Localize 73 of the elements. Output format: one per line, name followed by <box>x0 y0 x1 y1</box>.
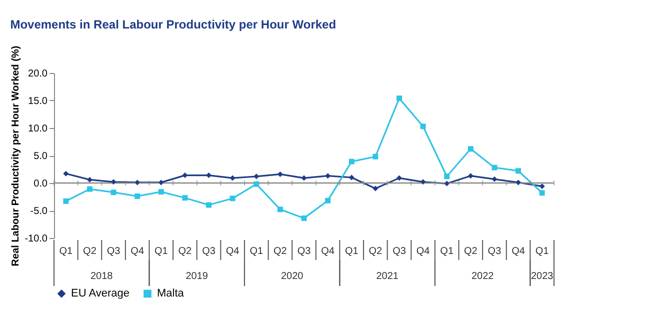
y-tick-label: 20.0 <box>28 68 48 80</box>
x-tick-label: Q2 <box>368 246 383 257</box>
point <box>134 193 140 199</box>
point <box>539 190 545 196</box>
x-tick-label: Q3 <box>297 246 312 257</box>
point <box>86 176 92 182</box>
point <box>444 174 450 180</box>
point <box>468 173 474 179</box>
text: 2021 <box>376 271 399 282</box>
x-tick-label: Q3 <box>202 246 216 257</box>
y-tick-label: -10.0 <box>24 234 48 244</box>
point <box>372 186 378 192</box>
point <box>277 171 283 177</box>
x-tick-label: Q3 <box>392 246 406 257</box>
point <box>444 180 450 186</box>
x-tick-label: Q1 <box>440 246 454 257</box>
point <box>230 196 236 202</box>
x-tick-label: Q2 <box>464 246 478 257</box>
y-tick-label: 5.0 <box>34 151 48 162</box>
point <box>63 198 69 204</box>
x-tick-label: Q4 <box>512 246 526 257</box>
point <box>348 158 354 164</box>
text: 2020 <box>280 271 304 282</box>
point <box>86 186 92 192</box>
point <box>539 184 545 190</box>
point <box>63 170 69 176</box>
point <box>301 175 307 181</box>
point <box>206 202 212 208</box>
point <box>158 189 164 195</box>
chart-title: Movements in Real Labour Productivity per Hour Worked <box>10 17 336 32</box>
point <box>372 154 378 160</box>
point <box>206 172 212 178</box>
y-tick-label: 15.0 <box>28 96 48 107</box>
x-tick-label: Q4 <box>416 246 430 257</box>
x-tick-label: Q3 <box>488 246 502 257</box>
x-tick-label: Q2 <box>83 246 97 257</box>
point <box>254 181 260 187</box>
point <box>468 146 474 152</box>
point <box>230 175 236 181</box>
point <box>325 198 331 204</box>
x-tick-label: Q4 <box>130 246 144 257</box>
point <box>348 174 354 180</box>
x-tick-label: Q1 <box>59 246 74 257</box>
x-tick-label: Q1 <box>535 246 550 257</box>
x-tick-label: Q4 <box>226 246 240 257</box>
x-tick-label: Q2 <box>178 246 192 257</box>
point <box>516 168 522 174</box>
text: 2022 <box>471 271 494 282</box>
text: 2023 <box>530 271 554 282</box>
y-tick-label: 10.0 <box>28 124 48 134</box>
x-tick-label: Q1 <box>250 246 264 257</box>
point <box>492 176 498 182</box>
point <box>277 206 283 212</box>
x-tick-label: Q1 <box>154 246 168 257</box>
text: 2018 <box>90 271 114 282</box>
legend-label: Malta <box>157 288 185 300</box>
x-tick-label: Q2 <box>274 246 288 257</box>
x-tick-label: Q1 <box>344 246 359 257</box>
point <box>420 124 426 130</box>
point <box>396 96 402 102</box>
point <box>182 195 188 201</box>
point <box>396 175 402 181</box>
point <box>420 179 426 185</box>
point <box>301 215 307 221</box>
x-tick-label: Q3 <box>106 246 121 257</box>
y-tick-label: 0.0 <box>34 178 48 190</box>
legend-label: EU Average <box>71 288 130 300</box>
y-axis-title: Real Labour Productivity per Hour Worked (%) <box>10 46 22 266</box>
x-tick-label: Q4 <box>321 246 335 257</box>
point <box>110 190 116 196</box>
y-tick-label: -5.0 <box>30 206 48 217</box>
text: 2019 <box>186 271 208 282</box>
point <box>492 164 498 170</box>
